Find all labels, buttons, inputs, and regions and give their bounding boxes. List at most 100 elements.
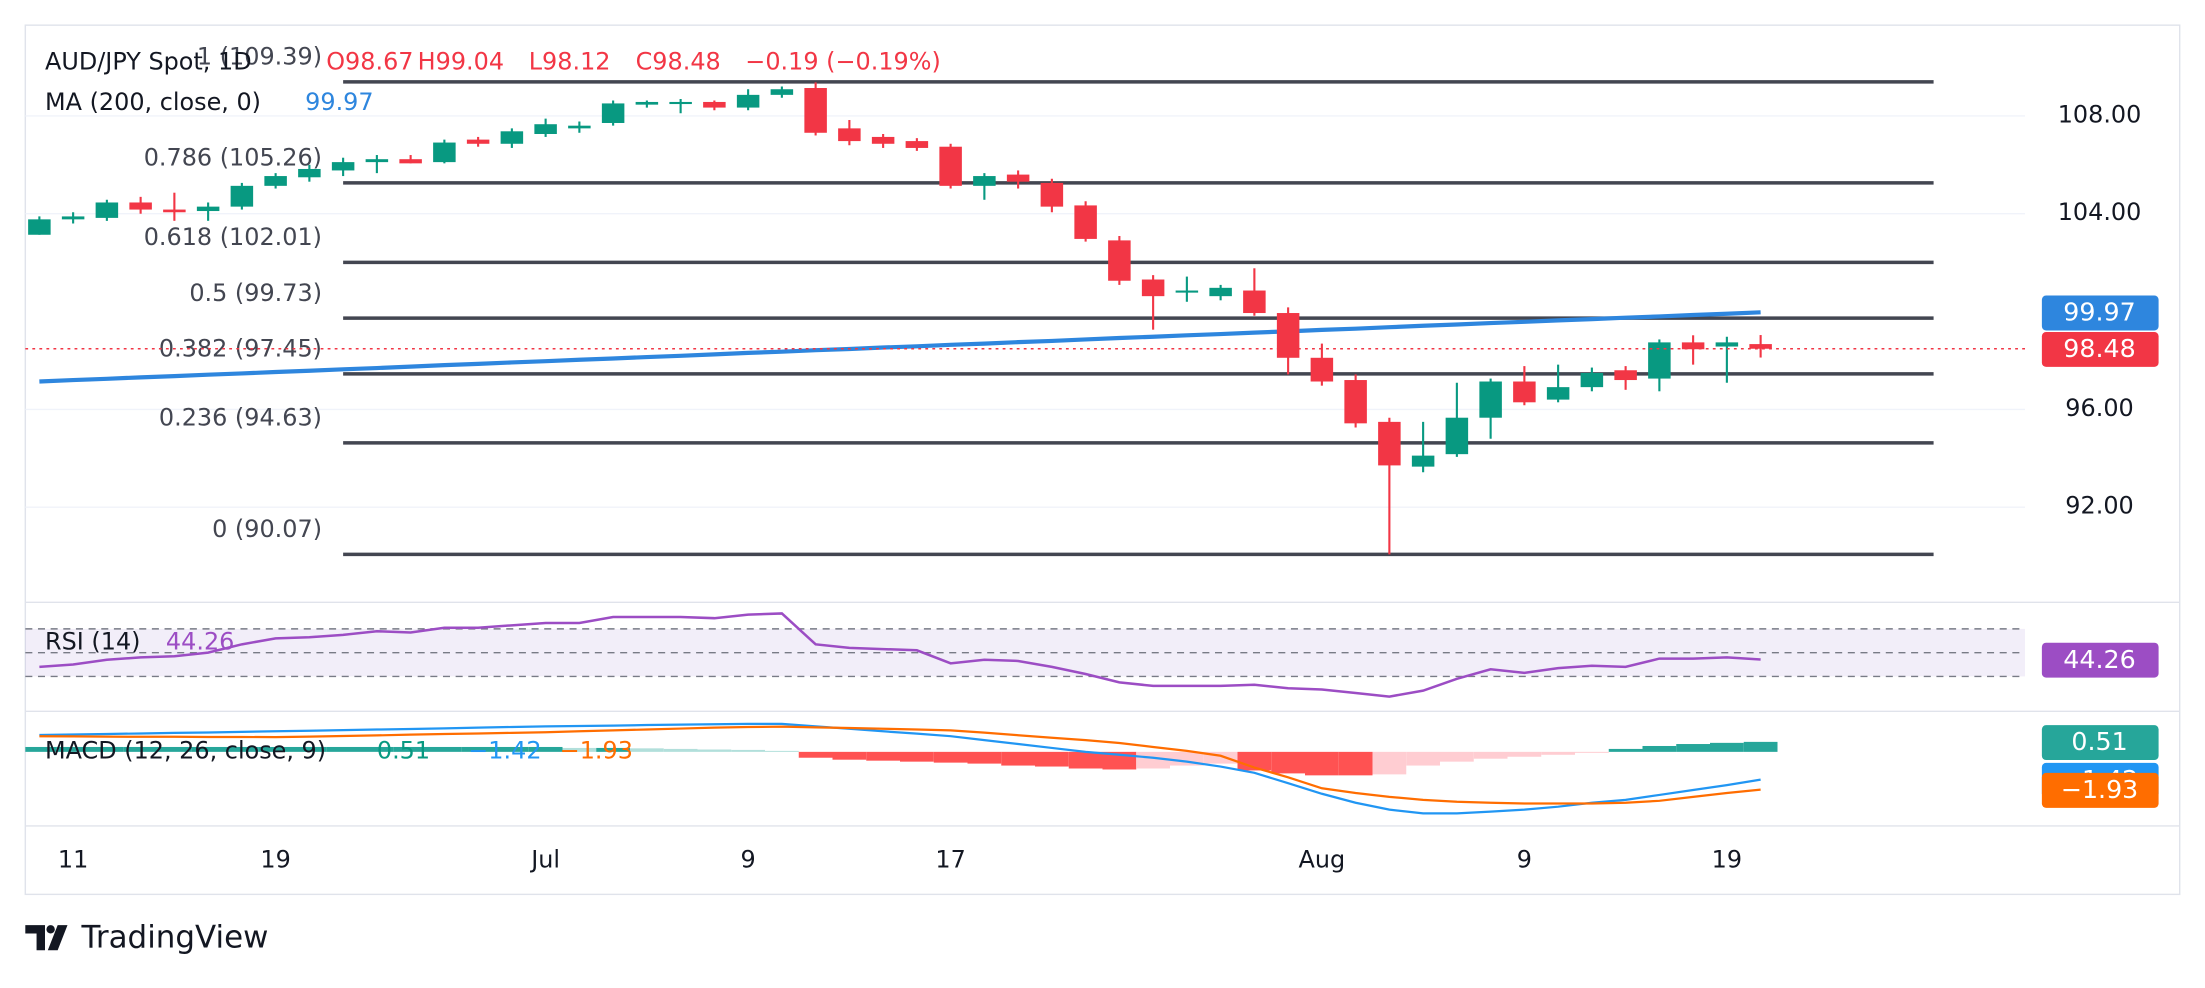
main-pane [25, 80, 2025, 557]
macd-histogram-bar [1271, 751, 1305, 774]
candle-body [433, 142, 456, 163]
candle-body [61, 216, 85, 220]
macd-histogram-bar [25, 746, 57, 752]
candle-body [298, 168, 321, 178]
macd-histogram-bar [1338, 751, 1373, 776]
macd-histogram-bar [528, 746, 563, 752]
fib-label: 0.5 (99.73) [189, 279, 322, 307]
candle-body [1378, 421, 1401, 466]
logo-icon [25, 925, 68, 951]
candle-body [500, 131, 524, 144]
ma-legend-value: 99.97 [305, 88, 373, 116]
macd-signal-tag: −1.93 [2061, 775, 2139, 804]
macd-histogram-bar [697, 749, 732, 752]
macd-pane: 0.51 −1.42 −1.93 [25, 722, 2159, 815]
ohlc-high: H99.04 [418, 47, 504, 75]
candle-body [736, 94, 760, 108]
x-tick-label: 19 [260, 845, 290, 873]
fib-label: 0.618 (102.01) [144, 223, 322, 251]
macd-histogram-bar [1237, 751, 1272, 771]
candle-body [568, 125, 591, 129]
x-tick-label: 9 [1517, 845, 1532, 873]
candle-body [1276, 313, 1300, 358]
candle-body [703, 101, 726, 108]
ohlc-close: C98.48 [636, 47, 721, 75]
candle-body [1546, 387, 1570, 400]
candle-body [534, 124, 557, 134]
macd-legend: MACD (12, 26, close, 9) [45, 736, 326, 764]
x-tick-label: 19 [1712, 845, 1742, 873]
macd-histogram-bar [765, 750, 799, 752]
macd-histogram-bar [1507, 751, 1542, 757]
candle-body [1344, 380, 1367, 424]
macd-histogram-bar [56, 746, 90, 752]
candle-body [399, 159, 422, 164]
macd-line [39, 722, 1761, 815]
macd-histogram-bar [900, 751, 934, 762]
ma-tag-box [2041, 295, 2159, 331]
fib-label: 0.382 (97.45) [159, 335, 322, 363]
candle-body [1074, 205, 1097, 239]
macd-histogram-bar [1068, 751, 1103, 769]
candle-body [1141, 279, 1165, 297]
macd-histogram-bar [1473, 751, 1508, 759]
macd-histogram-bar [731, 749, 765, 752]
candle-body [1715, 342, 1739, 347]
candle-body [365, 159, 389, 163]
macd-histogram-bar [630, 748, 664, 752]
macd-hist-legend: 0.51 [377, 736, 430, 764]
candle-body [1411, 455, 1435, 467]
macd-histogram-bar [866, 751, 900, 761]
candle-body [601, 103, 625, 123]
macd-histogram-bar [1440, 751, 1474, 762]
rsi-legend-value: 44.26 [166, 627, 234, 655]
macd-histogram-bar [1608, 748, 1643, 752]
plot: 0.51 −1.42 −1.93 108.00 104.00 96.00 92.00 11 19… [25, 43, 2159, 873]
candle-body [1310, 357, 1334, 382]
macd-histogram-bar [1203, 751, 1238, 764]
ohlc-open: O98.67 [326, 47, 413, 75]
macd-histogram-bar [495, 746, 529, 752]
x-tick-label: 11 [58, 845, 88, 873]
y-tick-label: 104.00 [2058, 198, 2142, 226]
macd-histogram-bar [1642, 745, 1677, 752]
symbol-title: AUD/JPY Spot, 1D [45, 47, 252, 75]
candle-body [163, 209, 186, 213]
ma-legend: MA (200, close, 0) [45, 88, 261, 116]
macd-histogram-bar [1676, 744, 1710, 752]
y-tick-label: 92.00 [2065, 492, 2133, 520]
candle-body [838, 128, 861, 142]
candle-body [1580, 372, 1604, 388]
candle-body [1006, 174, 1030, 182]
y-tick-label: 108.00 [2058, 100, 2142, 128]
macd-hist-tag-box [2041, 725, 2159, 761]
legend: AUD/JPY Spot, 1D O98.67 H99.04 L98.12 C9… [45, 47, 941, 764]
rsi-line [39, 612, 1761, 698]
candle-body [1175, 290, 1199, 293]
macd-histogram-bar [123, 746, 158, 752]
ma-tag: 99.97 [2063, 298, 2135, 327]
macd-histogram-bar [562, 747, 597, 752]
candle-body [1243, 290, 1266, 314]
macd-histogram-bar [1035, 751, 1069, 767]
candle-body [804, 88, 827, 133]
last-price-tag-box [2041, 331, 2159, 367]
candle-body [1681, 342, 1705, 350]
macd-histogram-bar [157, 746, 192, 752]
macd-histogram-bar [360, 746, 394, 752]
macd-histogram-bar [1541, 751, 1575, 755]
candle-body [1040, 182, 1064, 207]
candle-body [939, 146, 962, 186]
ohlc-low: L98.12 [529, 47, 611, 75]
candle-body [230, 185, 254, 207]
candle-body [1479, 381, 1502, 418]
logo-dot [46, 925, 55, 934]
macd-histogram-bar [90, 746, 124, 752]
macd-histogram-bar [461, 746, 495, 752]
x-tick-label: 9 [741, 845, 756, 873]
candle-body [95, 202, 119, 218]
candle-body [196, 206, 220, 212]
rsi-tag-box [2041, 642, 2159, 678]
fib-label: 1 (109.39) [197, 43, 322, 71]
